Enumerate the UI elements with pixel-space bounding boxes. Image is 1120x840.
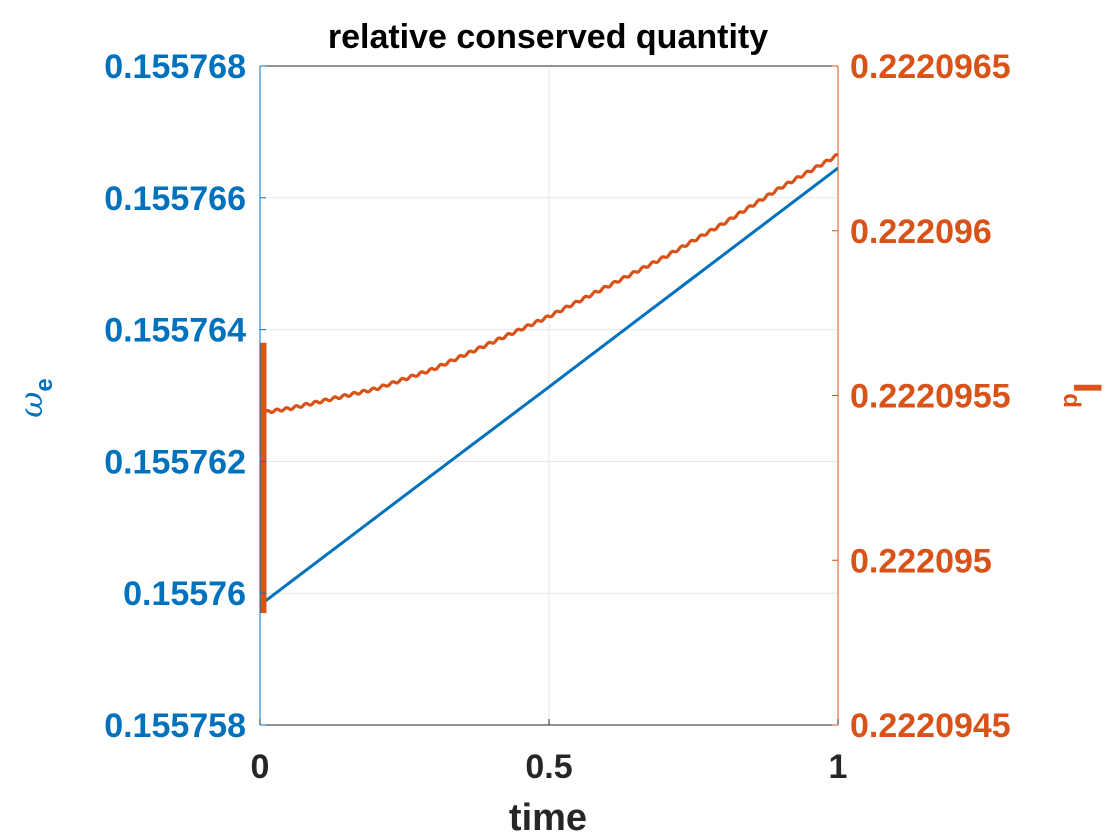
y-left-tick-label-3: 0.155764	[104, 312, 246, 350]
svg-text:Id: Id	[1058, 382, 1109, 408]
y-right-tick-label-1: 0.222095	[850, 542, 992, 580]
y-right-label-main: I	[1065, 382, 1109, 393]
y-left-axis-label: ωe	[12, 378, 58, 417]
axes: 0 0.5 1 0.155758 0.15576 0.155762 0.155764 0.15…	[104, 48, 1011, 786]
y-right-tick-label-4: 0.2220965	[850, 48, 1011, 86]
y-right-tick-label-0: 0.2220945	[850, 707, 1011, 745]
y-left-label-sub: e	[31, 378, 58, 391]
y-left-label-main: ω	[12, 392, 50, 418]
y-right-tick-label-2: 0.2220955	[850, 378, 1011, 416]
y-right-tick-label-3: 0.222096	[850, 213, 992, 251]
y-left-tick-label-1: 0.15576	[123, 575, 246, 613]
series-i-d-line	[262, 153, 839, 414]
y-right-label-sub: d	[1058, 393, 1085, 408]
x-tick-label-2: 1	[829, 748, 848, 786]
y-right-axis-label: Id	[1058, 382, 1109, 408]
chart-title: relative conserved quantity	[328, 18, 768, 56]
y-left-tick-label-5: 0.155768	[104, 48, 246, 86]
series-omega-e-line	[259, 166, 839, 607]
x-axis-label: time	[509, 797, 587, 839]
y-left-tick-label-0: 0.155758	[104, 707, 246, 745]
plot-area	[259, 153, 839, 613]
svg-text:ωe: ωe	[12, 378, 58, 417]
x-tick-label-1: 0.5	[525, 748, 572, 786]
y-left-tick-label-2: 0.155762	[104, 443, 246, 481]
y-left-tick-label-4: 0.155766	[104, 180, 246, 218]
x-tick-label-0: 0	[251, 748, 270, 786]
